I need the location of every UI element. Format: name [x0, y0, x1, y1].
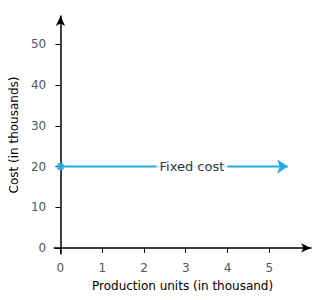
svg-text:20: 20: [31, 160, 46, 174]
svg-text:50: 50: [31, 37, 46, 51]
svg-text:10: 10: [31, 200, 46, 214]
svg-text:0: 0: [39, 241, 47, 255]
svg-text:Cost (in thousands): Cost (in thousands): [7, 77, 21, 194]
svg-text:40: 40: [31, 78, 46, 92]
svg-text:2: 2: [140, 261, 148, 275]
svg-text:1: 1: [98, 261, 106, 275]
svg-text:4: 4: [224, 261, 232, 275]
svg-text:30: 30: [31, 119, 46, 133]
svg-text:Fixed cost: Fixed cost: [159, 159, 224, 174]
svg-text:Production units (in thousand): Production units (in thousand): [92, 279, 273, 293]
svg-text:3: 3: [182, 261, 190, 275]
svg-text:0: 0: [57, 261, 65, 275]
svg-text:5: 5: [265, 261, 273, 275]
